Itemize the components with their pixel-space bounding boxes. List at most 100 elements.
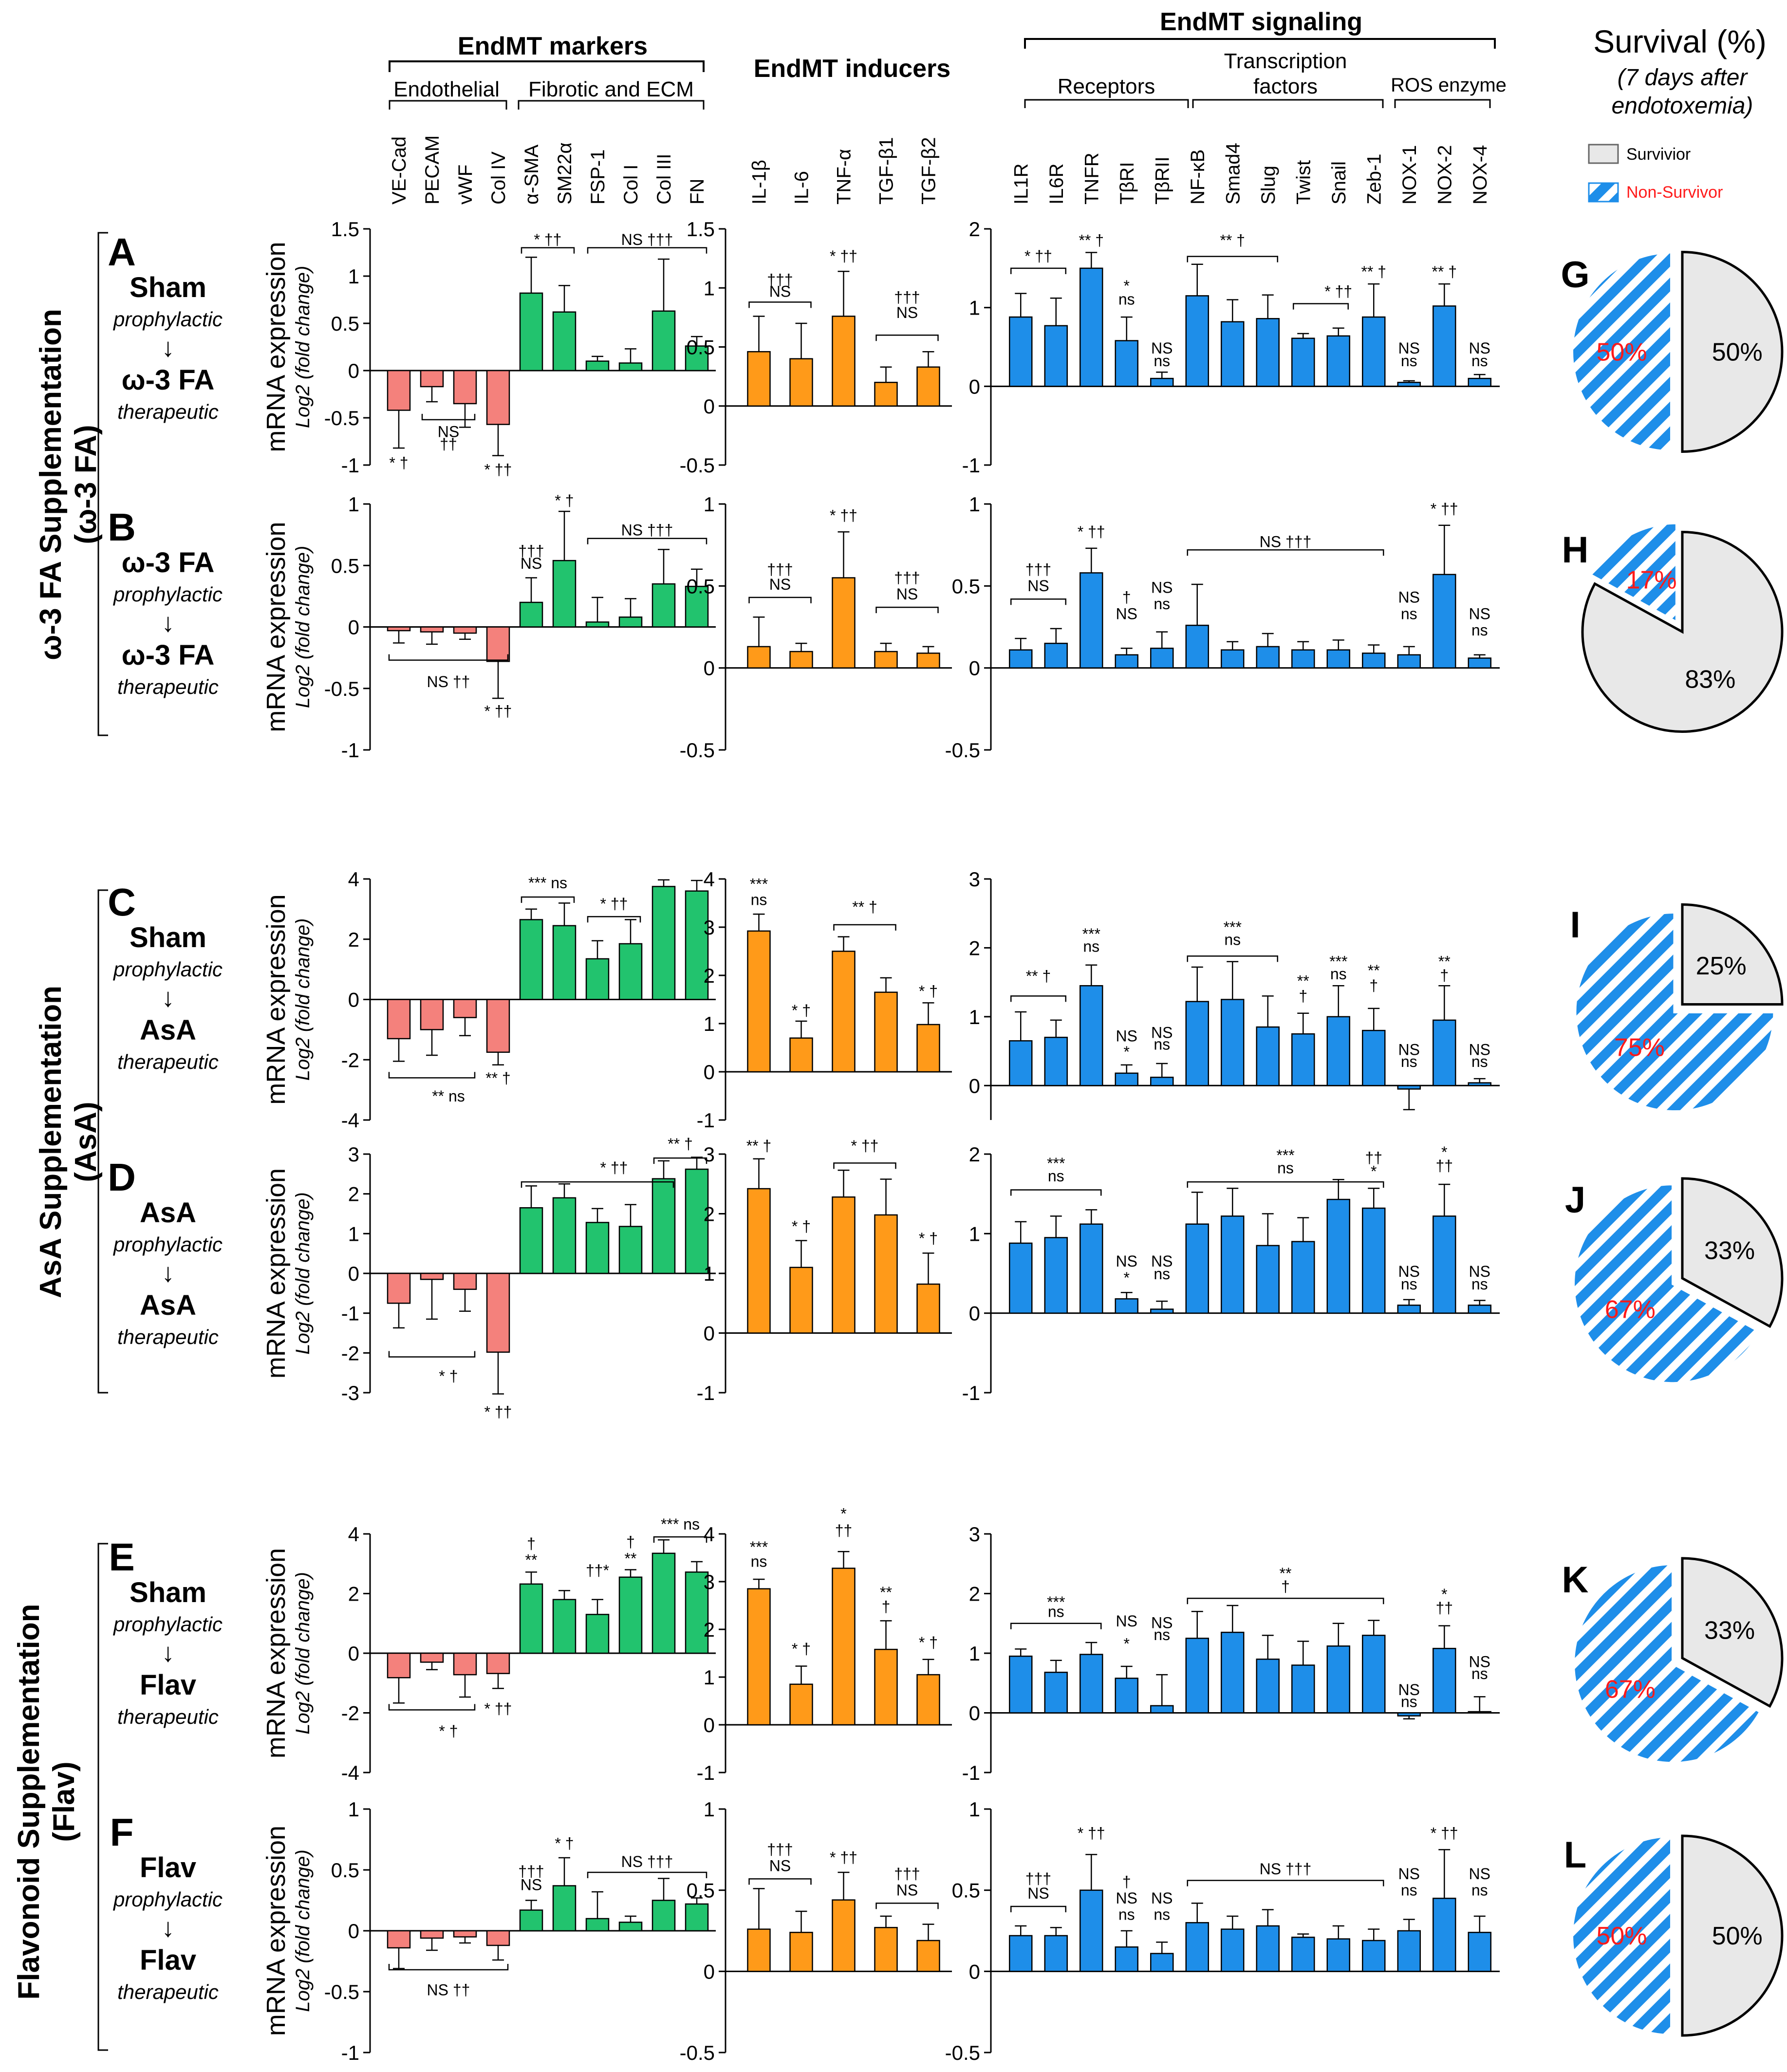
bar <box>1397 1305 1421 1314</box>
significance-label: NS ††† <box>1260 1860 1312 1878</box>
survivor-percent-label: 50% <box>1712 338 1763 367</box>
gene-label: IL6R <box>1046 164 1067 205</box>
significance-label: NS <box>521 555 542 572</box>
bar <box>747 1588 771 1726</box>
markers-chart: 1 0.5 0 -0.5 -1 NS †† †††NS * † NS ††† <box>324 1798 716 2064</box>
nonsurvivor-percent-label: 75% <box>1614 1034 1665 1062</box>
bar <box>916 1674 940 1726</box>
bar <box>420 999 444 1030</box>
significance-label: * †† <box>484 461 512 478</box>
bar <box>519 919 543 1000</box>
bar <box>1185 624 1209 669</box>
markers-chart: 3 2 1 0 -1 -2 -3 * † * †† * †† ** † <box>341 1135 716 1420</box>
bar <box>519 1583 543 1654</box>
y-tick-label: 1 <box>704 493 715 516</box>
bar <box>420 1272 444 1280</box>
bar <box>1221 1631 1245 1714</box>
arrow-down-icon: ↓ <box>162 333 175 362</box>
gene-label: IL-6 <box>791 171 813 205</box>
significance-label: ** ns <box>432 1087 465 1105</box>
significance-label: *** <box>1082 925 1100 943</box>
significance-label: NS <box>1469 1263 1490 1280</box>
pie-slice-survivor <box>1681 250 1784 453</box>
y-tick-label: 0 <box>704 657 715 680</box>
y-tick-label: 2 <box>704 1203 715 1226</box>
y-tick-label: -2 <box>341 1702 359 1725</box>
bar <box>789 651 813 669</box>
significance-label: * <box>1124 1269 1130 1287</box>
significance-label: NS <box>1151 579 1173 597</box>
significance-label: NS <box>1151 1614 1173 1632</box>
endmt-markers-title: EndMT markers <box>458 32 648 60</box>
y-tick-label: 0 <box>969 1302 980 1325</box>
significance-label: NS <box>769 576 791 593</box>
significance-label: * † <box>555 492 574 509</box>
bar <box>453 1272 477 1290</box>
significance-bracket <box>1187 955 1278 962</box>
group-bracket-asa <box>97 889 108 1394</box>
survivor-percent-label: 25% <box>1696 952 1747 980</box>
significance-label: ns <box>1154 1035 1170 1053</box>
significance-label: NS <box>1151 339 1173 357</box>
gene-label: Smad4 <box>1222 143 1244 205</box>
y-tick-label: 0.5 <box>331 554 359 577</box>
significance-label: * †† <box>830 506 857 524</box>
gene-label: NOX-2 <box>1434 145 1455 205</box>
bar <box>789 358 813 407</box>
bar <box>585 1918 610 1932</box>
significance-label: * †† <box>1078 1825 1105 1842</box>
significance-label: ** † <box>746 1137 772 1155</box>
survivor-percent-label: 33% <box>1704 1237 1755 1265</box>
y-tick-label: 0.5 <box>952 1879 980 1902</box>
significance-label: ns <box>751 891 767 908</box>
y-axis-title: mRNA expressionLog2 (fold change) <box>261 1168 314 1379</box>
y-tick-label: 2 <box>969 936 980 959</box>
significance-bracket <box>875 335 939 341</box>
significance-label: NS <box>1469 605 1490 622</box>
group-label-asa: AsA Supplementation(AsA) <box>34 986 103 1298</box>
significance-label: NS <box>896 1881 918 1899</box>
y-tick-label: -1 <box>341 454 359 477</box>
y-tick-label: 1 <box>969 1006 980 1028</box>
bar <box>874 382 898 407</box>
significance-bracket <box>521 247 575 254</box>
bar <box>552 311 577 372</box>
bar <box>1362 1029 1386 1086</box>
receptors-bracket <box>1024 99 1189 108</box>
gene-label: Snail <box>1328 161 1350 205</box>
bar <box>519 1909 543 1932</box>
y-tick-label: 4 <box>348 868 359 891</box>
bar <box>874 1648 898 1726</box>
bar <box>387 1272 411 1304</box>
y-tick-label: 1 <box>704 277 715 299</box>
gene-label: Col IV <box>488 151 509 205</box>
therapeutic-treatment: Flav <box>140 1669 196 1701</box>
panel-letter: B <box>108 505 136 549</box>
significance-label: ns <box>1048 1603 1064 1620</box>
bar <box>832 1899 856 1972</box>
bar <box>1115 654 1138 669</box>
significance-label: † <box>1281 1578 1290 1595</box>
survivor-percent-label: 83% <box>1685 666 1735 694</box>
survival-subtitle: (7 days after endotoxemia) <box>1612 65 1753 119</box>
therapeutic-treatment: ω-3 FA <box>122 364 215 396</box>
bar <box>1044 325 1068 387</box>
significance-bracket <box>388 654 509 661</box>
arrow-down-icon: ↓ <box>162 983 175 1012</box>
bar <box>1009 1935 1033 1972</box>
gene-label: TNFR <box>1081 152 1102 205</box>
significance-label: † <box>626 1533 635 1551</box>
bar <box>1150 1705 1174 1714</box>
bar <box>1468 657 1491 669</box>
legend-survivor-label: Survivior <box>1626 145 1691 164</box>
significance-label: NS <box>1398 339 1420 357</box>
significance-label: * <box>840 1505 846 1523</box>
markers-chart: 1.5 1 0.5 0 -0.5 -1 * † NS†† * †† * †† NS ††† <box>324 218 716 478</box>
significance-label: NS <box>1151 1889 1173 1907</box>
y-tick-label: 4 <box>348 1523 359 1546</box>
survivor-percent-label: 50% <box>1712 1922 1763 1950</box>
